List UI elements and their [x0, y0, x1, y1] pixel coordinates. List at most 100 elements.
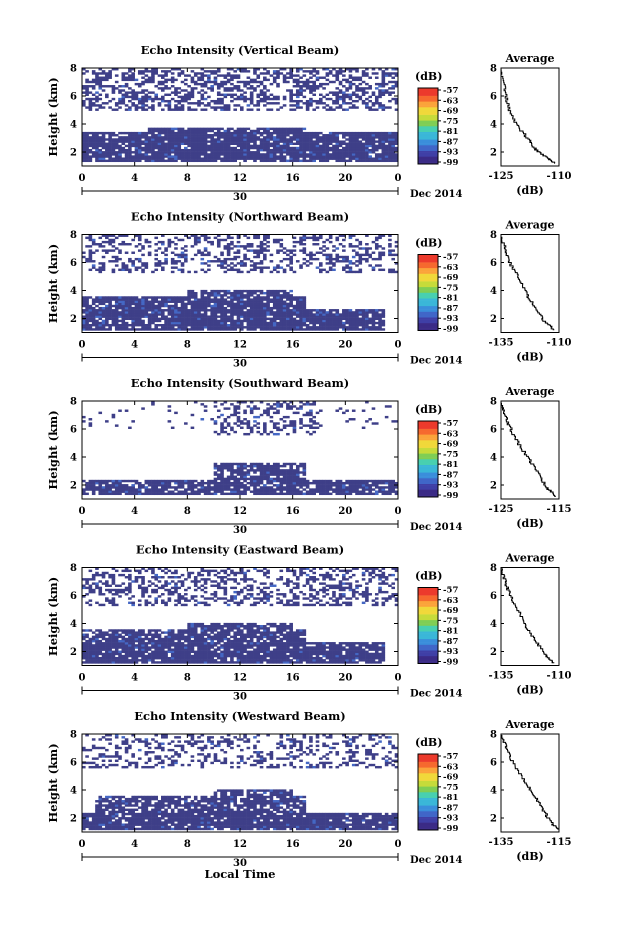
heatmap-cell	[154, 153, 159, 156]
heatmap-cell	[276, 251, 280, 254]
heatmap-cell	[338, 323, 343, 327]
heatmap-cell	[207, 296, 211, 299]
heatmap-cell	[154, 300, 159, 303]
heatmap-cell	[368, 144, 372, 148]
heatmap-cell	[180, 264, 185, 267]
heatmap-cell	[144, 238, 149, 242]
heatmap-cell	[388, 87, 392, 90]
heatmap-cell	[355, 95, 359, 99]
heatmap-cell	[355, 148, 359, 152]
heatmap-cell	[88, 486, 93, 489]
heatmap-cell	[272, 319, 277, 323]
heatmap-cell	[147, 313, 152, 316]
heatmap-cell	[332, 315, 336, 318]
heatmap-cell	[263, 471, 267, 474]
heatmap-cell	[335, 91, 340, 94]
heatmap-cell	[368, 134, 372, 137]
heatmap-cell	[144, 68, 149, 71]
heatmap-cell	[319, 140, 323, 143]
heatmap-cell	[147, 490, 152, 493]
heatmap-cell	[253, 298, 257, 301]
heatmap-cell	[167, 306, 172, 310]
heatmap-cell	[161, 140, 165, 143]
heatmap-cell	[197, 249, 201, 252]
heatmap-cell	[184, 140, 188, 143]
heatmap-cell	[207, 104, 211, 107]
heatmap-cell	[167, 479, 172, 483]
heatmap-cell	[272, 95, 277, 99]
heatmap-cell	[108, 76, 112, 79]
colorbar-segment	[418, 328, 438, 331]
heatmap-cell	[253, 484, 257, 487]
heatmap-cell	[124, 486, 129, 489]
heatmap-cell	[124, 304, 129, 308]
heatmap-cell	[243, 409, 247, 412]
heatmap-cell	[167, 129, 172, 133]
heatmap-cell	[246, 471, 251, 474]
heatmap-cell	[174, 262, 178, 265]
heatmap-cell	[286, 249, 290, 252]
heatmap-cell	[295, 323, 300, 327]
heatmap-cell	[161, 490, 165, 493]
heatmap-cell	[266, 136, 270, 139]
x-tick-label: 4	[131, 340, 138, 351]
heatmap-cell	[131, 238, 135, 242]
heatmap-cell	[137, 85, 142, 88]
heatmap-cell	[279, 323, 284, 327]
heatmap-cell	[85, 313, 89, 316]
heatmap-cell	[161, 479, 165, 483]
heatmap-cell	[266, 300, 270, 303]
heatmap-cell	[200, 148, 205, 152]
heatmap-cell	[371, 268, 376, 272]
heatmap-cell	[345, 153, 349, 156]
heatmap-cell	[223, 138, 228, 141]
heatmap-cell	[157, 82, 162, 86]
heatmap-cell	[335, 236, 340, 240]
heatmap-cell	[174, 236, 178, 240]
heatmap-cell	[108, 138, 112, 141]
heatmap-cell	[351, 142, 356, 145]
heatmap-cell	[91, 151, 96, 154]
heatmap-cell	[85, 131, 89, 135]
heatmap-cell	[276, 300, 280, 303]
heatmap-cell	[216, 74, 221, 77]
heatmap-cell	[151, 311, 155, 314]
heatmap-cell	[384, 159, 389, 163]
heatmap-cell	[197, 328, 201, 331]
heatmap-cell	[272, 315, 277, 318]
heatmap-cell	[203, 238, 208, 242]
heatmap-cell	[154, 85, 159, 88]
heatmap-cell	[105, 319, 109, 323]
heatmap-cell	[124, 298, 129, 301]
heatmap-cell	[82, 136, 86, 139]
heatmap-cell	[226, 151, 231, 154]
heatmap-cell	[374, 131, 379, 135]
heatmap-cell	[147, 138, 152, 141]
heatmap-cell	[98, 317, 103, 321]
heatmap-cell	[272, 479, 277, 483]
colorbar-tick-label: -75	[443, 117, 458, 127]
heatmap-cell	[147, 140, 152, 143]
heatmap-cell	[388, 146, 392, 150]
heatmap-cell	[289, 473, 293, 476]
heatmap-cell	[111, 313, 116, 316]
heatmap-cell	[388, 245, 392, 248]
heatmap-cell	[286, 257, 290, 261]
heatmap-cell	[292, 328, 297, 331]
heatmap-cell	[299, 298, 303, 301]
heatmap-cell	[144, 304, 149, 308]
heatmap-cell	[338, 68, 343, 71]
heatmap-cell	[85, 328, 89, 331]
heatmap-cell	[144, 302, 149, 306]
heatmap-cell	[210, 317, 214, 321]
heatmap-cell	[263, 234, 267, 237]
heatmap-cell	[259, 249, 264, 252]
heatmap-cell	[121, 298, 126, 301]
heatmap-cell	[213, 255, 218, 259]
heatmap-cell	[351, 76, 356, 79]
x-tick-label: 0	[395, 173, 402, 184]
heatmap-cell	[137, 140, 142, 143]
heatmap-cell	[348, 85, 353, 88]
heatmap-cell	[381, 142, 386, 145]
colorbar-segment	[418, 279, 438, 282]
